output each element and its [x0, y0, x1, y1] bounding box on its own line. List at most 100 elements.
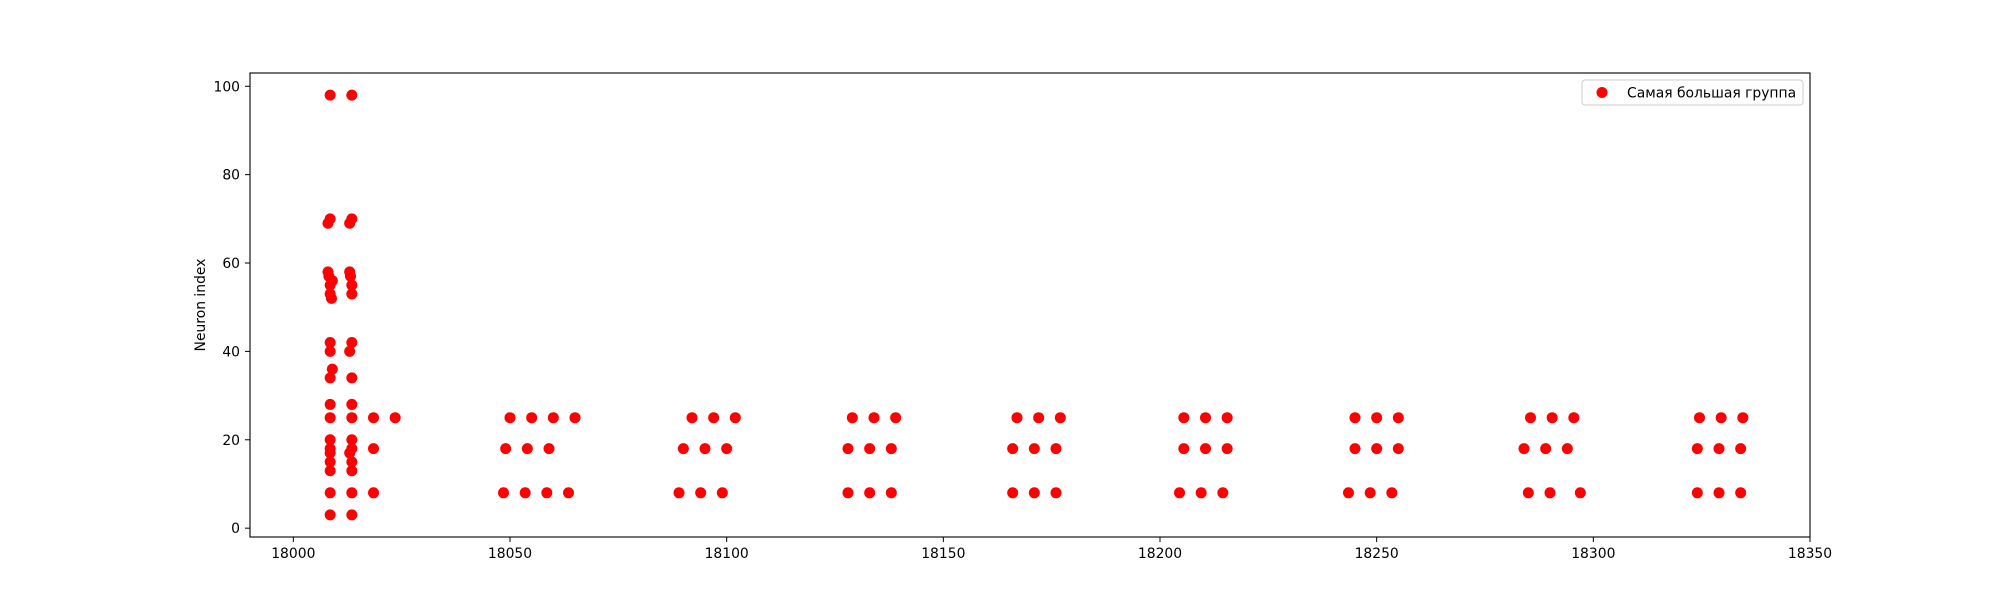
- y-axis-label: Neuron index: [193, 259, 209, 352]
- data-point: [846, 412, 858, 424]
- data-point: [708, 412, 720, 424]
- data-point: [346, 372, 358, 384]
- data-point: [368, 443, 379, 455]
- x-tick-label: 18300: [1571, 546, 1615, 562]
- legend: Самая большая группа: [1581, 79, 1804, 106]
- data-point: [504, 412, 516, 424]
- axes-layer: 18000 18050 18100 18150 18200 18250 18300 18350…: [193, 72, 1832, 562]
- data-point: [1028, 487, 1040, 499]
- data-point: [324, 337, 336, 349]
- data-point: [325, 292, 337, 304]
- data-point: [1713, 487, 1725, 499]
- data-point: [686, 412, 698, 424]
- data-point: [1364, 487, 1376, 499]
- data-point: [541, 487, 553, 499]
- x-tick-label: 18100: [705, 546, 749, 562]
- data-point: [322, 217, 334, 229]
- data-point: [1343, 487, 1354, 499]
- data-point: [1178, 443, 1190, 455]
- data-point: [346, 398, 358, 410]
- data-point: [1195, 487, 1207, 499]
- data-point: [324, 345, 336, 357]
- data-point: [1033, 412, 1045, 424]
- data-point: [344, 345, 356, 357]
- data-point: [346, 412, 358, 424]
- data-point: [868, 412, 880, 424]
- data-point: [1007, 487, 1019, 499]
- y-tick-label: 40: [222, 344, 240, 360]
- data-point: [1546, 412, 1558, 424]
- data-point: [521, 443, 533, 455]
- data-point: [346, 487, 358, 499]
- data-point: [498, 487, 509, 499]
- data-point: [1349, 412, 1361, 424]
- data-point: [1715, 412, 1727, 424]
- data-point: [543, 443, 555, 455]
- data-point: [1518, 443, 1530, 455]
- data-point: [1174, 487, 1185, 499]
- data-point: [1007, 443, 1019, 455]
- data-point: [324, 398, 336, 410]
- data-point: [547, 412, 559, 424]
- data-point: [389, 412, 401, 424]
- data-point: [326, 363, 338, 375]
- data-point: [1217, 487, 1229, 499]
- data-point: [519, 487, 531, 499]
- data-point: [1050, 487, 1062, 499]
- data-point: [324, 89, 336, 101]
- data-point: [346, 434, 358, 446]
- data-point: [1691, 487, 1703, 499]
- x-tick-label: 18250: [1355, 546, 1399, 562]
- data-point: [1386, 487, 1398, 499]
- data-point: [1221, 412, 1233, 424]
- data-point: [1392, 443, 1404, 455]
- data-point: [1574, 487, 1586, 499]
- data-point: [1544, 487, 1556, 499]
- data-point: [890, 412, 902, 424]
- data-point: [324, 412, 336, 424]
- data-point: [885, 443, 897, 455]
- data-point: [1050, 443, 1062, 455]
- data-point: [1371, 412, 1383, 424]
- data-point: [368, 487, 379, 499]
- data-point: [673, 487, 685, 499]
- x-tick-label: 18200: [1138, 546, 1182, 562]
- x-tick-label: 18150: [921, 546, 965, 562]
- data-point: [324, 434, 336, 446]
- data-point: [1691, 443, 1703, 455]
- y-tick-label: 80: [222, 168, 240, 184]
- y-tick-label: 20: [222, 433, 240, 449]
- data-point: [695, 487, 707, 499]
- data-point: [1178, 412, 1190, 424]
- data-point: [1522, 487, 1534, 499]
- data-point: [324, 465, 336, 477]
- data-point: [569, 412, 581, 424]
- data-point: [526, 412, 538, 424]
- legend-marker: [1596, 87, 1608, 98]
- data-point: [368, 412, 379, 424]
- y-tick-label: 100: [213, 79, 240, 95]
- data-point: [344, 217, 356, 229]
- data-point: [716, 487, 728, 499]
- data-point: [885, 487, 897, 499]
- data-point: [1561, 443, 1573, 455]
- data-point: [1392, 412, 1404, 424]
- data-point: [324, 447, 336, 459]
- data-point: [346, 89, 358, 101]
- data-point: [729, 412, 741, 424]
- data-point: [864, 443, 876, 455]
- data-point: [1054, 412, 1066, 424]
- data-point: [346, 279, 358, 291]
- data-point: [699, 443, 711, 455]
- x-tick-label: 18050: [488, 546, 532, 562]
- data-point: [1568, 412, 1580, 424]
- data-point: [324, 372, 336, 384]
- data-point: [1735, 443, 1747, 455]
- data-point: [346, 288, 358, 300]
- data-point: [324, 487, 336, 499]
- data-point: [346, 456, 358, 468]
- data-point: [1540, 443, 1552, 455]
- data-point: [842, 487, 854, 499]
- data-point: [1200, 443, 1211, 455]
- data-point: [864, 487, 876, 499]
